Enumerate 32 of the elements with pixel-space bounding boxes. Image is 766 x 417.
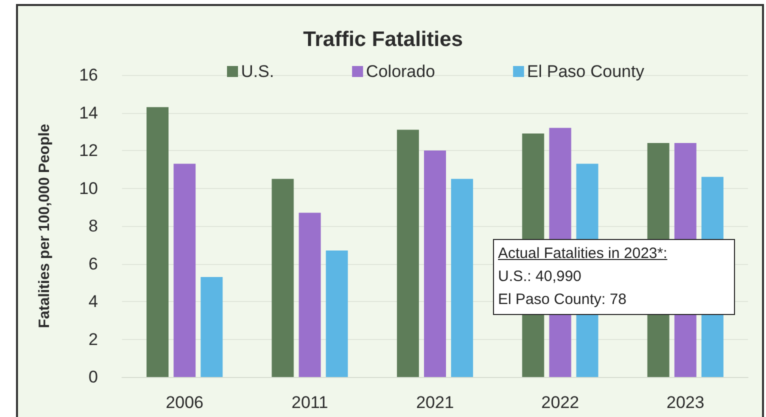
bar bbox=[298, 212, 321, 377]
annotation: U.S.: 40,990 bbox=[498, 267, 582, 287]
bar bbox=[146, 107, 169, 377]
y-tick-label: 8 bbox=[88, 216, 98, 236]
bar bbox=[326, 250, 348, 377]
x-tick-label: 2011 bbox=[292, 393, 328, 412]
text-box: Actual Fatalities in 2023*: U.S.: 40,990 El Paso County: 78 bbox=[493, 239, 735, 315]
y-tick-label: 0 bbox=[88, 368, 98, 386]
y-tick-label: 14 bbox=[79, 103, 98, 122]
y-axis-title: Fatalities per 100,000 People bbox=[36, 124, 53, 328]
legend-label: Colorado bbox=[366, 62, 436, 81]
chart-title: Traffic Fatalities bbox=[303, 28, 463, 51]
bar bbox=[396, 130, 419, 377]
bar bbox=[424, 150, 446, 377]
y-tick-label: 4 bbox=[88, 292, 98, 311]
y-tick-label: 12 bbox=[79, 141, 98, 160]
bar bbox=[200, 276, 223, 377]
bar bbox=[272, 178, 294, 377]
y-tick-label: 10 bbox=[79, 178, 98, 198]
x-tick-label: 2006 bbox=[166, 393, 204, 412]
y-tick-label: 2 bbox=[88, 330, 98, 349]
x-tick-label: 2023 bbox=[666, 393, 704, 412]
x-tick-label: 2022 bbox=[541, 393, 580, 412]
x-tick-label: 2021 bbox=[416, 393, 454, 412]
y-tick-label: 16 bbox=[79, 66, 98, 84]
annotation: El Paso County: 78 bbox=[498, 290, 628, 310]
bar bbox=[174, 164, 196, 377]
legend-label: U.S. bbox=[241, 62, 274, 81]
y-tick-label: 6 bbox=[88, 254, 98, 274]
annotation: Actual Fatalities in 2023*: bbox=[498, 244, 668, 264]
legend-label: El Paso County bbox=[527, 62, 645, 81]
bar bbox=[451, 178, 474, 377]
